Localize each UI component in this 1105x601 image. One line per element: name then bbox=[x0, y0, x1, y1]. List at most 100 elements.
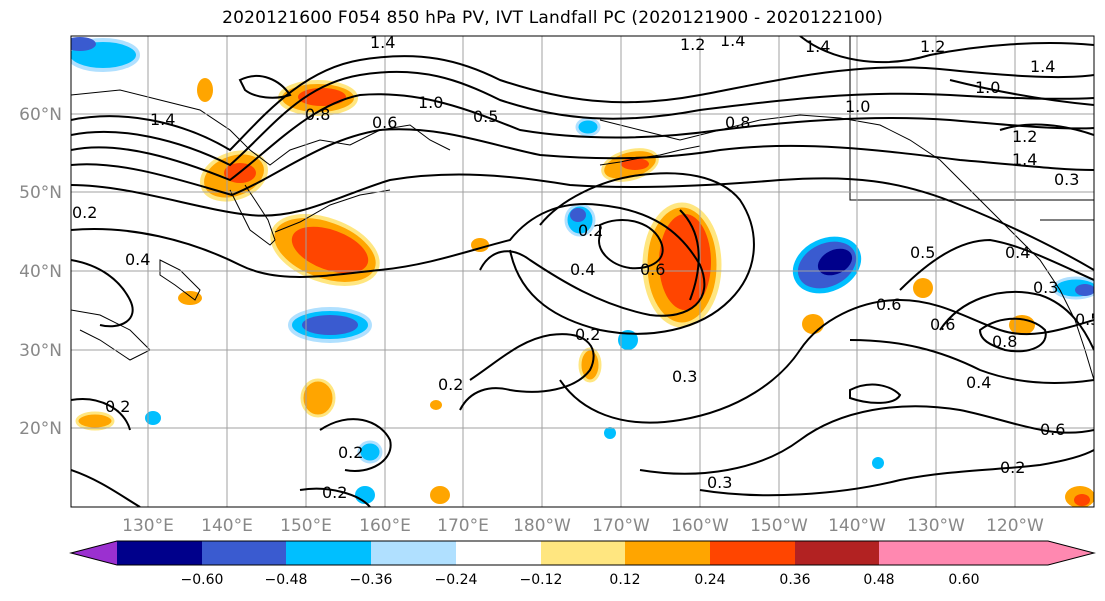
colorbar-tick-label: −0.24 bbox=[435, 572, 478, 588]
lon-label: 130°E bbox=[122, 516, 174, 536]
graticule bbox=[71, 36, 1094, 507]
pos-patch bbox=[430, 486, 450, 504]
contour-label: 0.5 bbox=[910, 243, 935, 262]
latitude-labels: 60°N 50°N 40°N 30°N 20°N bbox=[19, 105, 62, 439]
lon-label: 130°W bbox=[907, 516, 965, 536]
colorbar-tick-label: 0.36 bbox=[779, 572, 810, 588]
contour-label: 1.2 bbox=[920, 37, 945, 56]
neg-patch-core bbox=[71, 37, 96, 51]
lon-label: 120°W bbox=[986, 516, 1044, 536]
colorbar-bin bbox=[879, 541, 964, 565]
longitude-labels: 130°E 140°E 150°E 160°E 170°E 180°W 170°… bbox=[122, 516, 1044, 536]
colorbar-bin bbox=[541, 541, 625, 565]
colorbar-tick-label: 0.60 bbox=[948, 572, 979, 588]
contour-label: 0.8 bbox=[725, 113, 750, 132]
lon-label: 140°W bbox=[828, 516, 886, 536]
contour-label: 0.2 bbox=[1000, 458, 1025, 477]
contour-label: 1.4 bbox=[720, 31, 745, 50]
colorbar-tick-label: 0.12 bbox=[609, 572, 640, 588]
contour-label: 0.6 bbox=[930, 315, 955, 334]
contour-label: 0.4 bbox=[125, 250, 150, 269]
contour-label: 1.0 bbox=[975, 78, 1000, 97]
contour-label: 1.4 bbox=[1030, 57, 1055, 76]
pos-patch bbox=[178, 291, 202, 305]
neg-patch bbox=[618, 330, 638, 350]
contour-lines bbox=[71, 36, 1094, 507]
lat-label: 40°N bbox=[19, 262, 62, 282]
neg-patch bbox=[604, 427, 616, 439]
contour-label: 0.2 bbox=[72, 203, 97, 222]
contour-label: 0.8 bbox=[992, 332, 1017, 351]
colorbar-bin bbox=[456, 541, 541, 565]
neg-patch bbox=[357, 440, 383, 464]
contour-label: 1.4 bbox=[1012, 150, 1037, 169]
pos-patch-core bbox=[291, 226, 369, 274]
colorbar-tick-label: −0.60 bbox=[181, 572, 224, 588]
contour-label: 0.6 bbox=[1040, 420, 1065, 439]
neg-patch-core bbox=[570, 208, 586, 222]
pos-patch bbox=[300, 378, 336, 418]
neg-patch bbox=[145, 411, 161, 425]
contour-label: 0.6 bbox=[372, 113, 397, 132]
lon-label: 160°W bbox=[671, 516, 729, 536]
contour-label: 0.2 bbox=[322, 483, 347, 502]
contour-label: 0.4 bbox=[966, 373, 991, 392]
colorbar-bin bbox=[710, 541, 795, 565]
pos-patch bbox=[802, 314, 824, 334]
colorbar-bin bbox=[286, 541, 371, 565]
contour-label: 0.3 bbox=[707, 473, 732, 492]
contour-label: 0.8 bbox=[305, 105, 330, 124]
map-title: 2020121600 F054 850 hPa PV, IVT Landfall… bbox=[222, 8, 883, 28]
lat-label: 60°N bbox=[19, 105, 62, 125]
contour-label: 0.2 bbox=[105, 397, 130, 416]
pos-patch-core bbox=[659, 214, 711, 310]
neg-patch bbox=[872, 457, 884, 469]
pos-patch bbox=[75, 411, 115, 431]
pos-patch bbox=[430, 400, 442, 410]
contour-label: 1.4 bbox=[150, 110, 175, 129]
colorbar-bin bbox=[625, 541, 710, 565]
contour-label: 0.3 bbox=[1033, 278, 1058, 297]
lat-label: 20°N bbox=[19, 419, 62, 439]
colorbar-extend-low bbox=[71, 541, 117, 565]
lat-label: 50°N bbox=[19, 183, 62, 203]
pos-patch-core bbox=[621, 158, 649, 170]
lon-label: 170°E bbox=[437, 516, 489, 536]
colorbar-outline bbox=[69, 540, 1096, 566]
colorbar-bin bbox=[202, 541, 286, 565]
contour-label-group: 1.4 1.2 1.4 1.4 1.2 1.4 1.0 1.0 1.0 0.5 … bbox=[72, 31, 1100, 502]
lon-label: 150°E bbox=[280, 516, 332, 536]
lon-label: 170°W bbox=[592, 516, 650, 536]
colorbar: −0.60 −0.48 −0.36 −0.24 −0.12 0.12 0.24 … bbox=[69, 540, 1096, 588]
colorbar-tick-label: −0.36 bbox=[350, 572, 393, 588]
colorbar-extend-high bbox=[964, 541, 1094, 565]
contour-label: 1.2 bbox=[680, 35, 705, 54]
pos-patch bbox=[913, 278, 933, 298]
contour-label: 0.2 bbox=[578, 221, 603, 240]
contour-label: 0.6 bbox=[876, 295, 901, 314]
pos-patch-core bbox=[1074, 494, 1090, 506]
contour-label: 0.4 bbox=[570, 260, 595, 279]
contour-label: 0.3 bbox=[1054, 170, 1079, 189]
contour-label: 1.4 bbox=[370, 33, 395, 52]
contour-label: 0.2 bbox=[575, 325, 600, 344]
lon-label: 150°W bbox=[750, 516, 808, 536]
lon-label: 180°W bbox=[513, 516, 571, 536]
colorbar-bin bbox=[371, 541, 456, 565]
contour-label: 0.3 bbox=[672, 367, 697, 386]
neg-patch bbox=[575, 117, 601, 137]
colorbar-tick-label: −0.48 bbox=[265, 572, 308, 588]
contour-label: 0.4 bbox=[1005, 243, 1030, 262]
lon-label: 140°E bbox=[201, 516, 253, 536]
contour-label: 1.0 bbox=[845, 97, 870, 116]
neg-patch-core bbox=[817, 248, 853, 276]
lat-label: 30°N bbox=[19, 341, 62, 361]
pos-patch bbox=[197, 78, 213, 102]
contour-label: 1.0 bbox=[418, 93, 443, 112]
contour-label: 1.2 bbox=[1012, 127, 1037, 146]
contour-label: 0.5 bbox=[1075, 310, 1100, 329]
neg-patch-core bbox=[302, 315, 358, 335]
colorbar-tick-label: −0.12 bbox=[520, 572, 563, 588]
neg-patch-core bbox=[1075, 284, 1094, 296]
